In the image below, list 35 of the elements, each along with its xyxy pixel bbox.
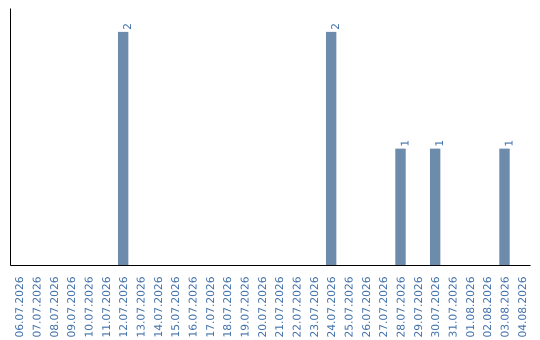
x-tick-label: 16.07.2026 [186, 276, 200, 338]
data-label: 1 [433, 140, 446, 147]
data-label: 2 [329, 23, 342, 30]
x-tick-label: 19.07.2026 [238, 276, 252, 338]
x-tick-label: 12.07.2026 [117, 276, 130, 338]
x-tick-label: 30.07.2026 [429, 276, 442, 338]
x-tick-label: 17.07.2026 [204, 276, 217, 338]
x-tick-label: 24.07.2026 [325, 276, 338, 338]
x-tick-label: 04.08.2026 [516, 276, 529, 338]
x-tick-label: 10.07.2026 [82, 276, 96, 338]
x-tick-label: 31.07.2026 [446, 276, 460, 338]
x-tick-label: 01.08.2026 [464, 276, 477, 338]
x-tick-label: 07.07.2026 [30, 276, 44, 338]
data-label: 2 [121, 23, 134, 30]
x-tick-label: 18.07.2026 [221, 276, 234, 338]
x-tick-label: 26.07.2026 [360, 276, 373, 338]
x-tick-label: 22.07.2026 [290, 276, 304, 338]
x-tick-label: 27.07.2026 [377, 276, 390, 338]
x-tick-label: 15.07.2026 [169, 276, 182, 338]
x-tick-label: 25.07.2026 [342, 276, 356, 338]
x-tick-label: 23.07.2026 [308, 276, 321, 338]
x-tick-label: 11.07.2026 [100, 276, 113, 338]
x-tick-label: 06.07.2026 [13, 276, 26, 338]
x-tick-label: 20.07.2026 [256, 276, 269, 338]
x-tick-label: 28.07.2026 [394, 276, 408, 338]
x-tick-label: 29.07.2026 [412, 276, 425, 338]
x-tick-label: 03.08.2026 [498, 276, 512, 338]
x-tick-label: 14.07.2026 [152, 276, 165, 338]
x-tick-label: 13.07.2026 [134, 276, 148, 338]
x-tick-label: 21.07.2026 [273, 276, 286, 338]
data-label: 1 [398, 140, 412, 147]
x-tick-label: 09.07.2026 [65, 276, 78, 338]
x-tick-label: 02.08.2026 [481, 276, 494, 338]
data-label: 1 [502, 140, 516, 147]
x-tick-label: 08.07.2026 [48, 276, 61, 338]
